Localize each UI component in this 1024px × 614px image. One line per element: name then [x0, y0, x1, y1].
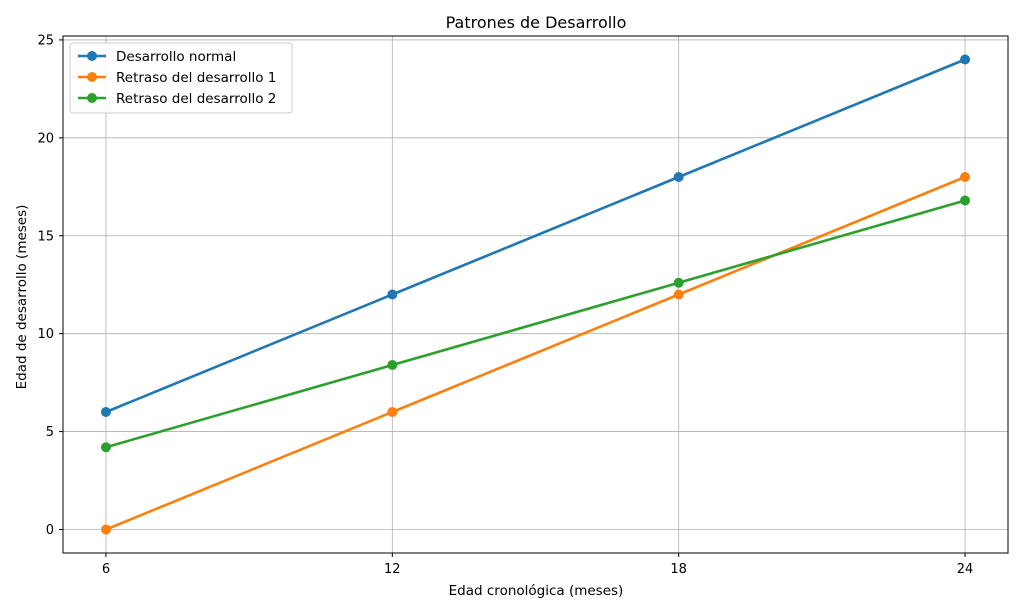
plot-frame — [62, 35, 1009, 554]
series-layer — [100, 54, 971, 535]
data-point — [960, 172, 971, 182]
data-point — [960, 54, 971, 65]
x-tick-label: 24 — [957, 562, 974, 577]
y-tick-label: 5 — [46, 425, 54, 440]
data-point — [100, 407, 111, 417]
chart-title: Patrones de Desarrollo — [446, 13, 627, 32]
y-axis-label: Edad de desarrollo (meses) — [14, 205, 30, 390]
x-axis-label: Edad cronológica (meses) — [449, 583, 624, 599]
data-point — [387, 289, 398, 300]
legend-entry: Retraso del desarrollo 1 — [78, 70, 276, 86]
axis-ticks: 6 12 18 24 0 5 10 15 20 25 — [37, 33, 973, 577]
legend-label: Desarrollo normal — [116, 49, 236, 65]
data-point — [673, 172, 684, 182]
series-1 — [100, 54, 971, 417]
data-point — [100, 442, 111, 453]
legend: Desarrollo normal Retraso del desarrollo … — [69, 42, 293, 114]
legend-marker — [87, 72, 97, 82]
series-line — [105, 175, 966, 531]
x-tick-label: 12 — [384, 562, 401, 577]
series-line — [105, 58, 966, 414]
y-tick-label: 15 — [37, 229, 54, 244]
y-tick-label: 20 — [37, 131, 54, 146]
y-tick-label: 10 — [37, 327, 54, 342]
legend-label: Retraso del desarrollo 1 — [116, 70, 276, 86]
y-tick-label: 0 — [46, 523, 54, 538]
data-point — [387, 407, 398, 417]
legend-entry: Desarrollo normal — [78, 49, 236, 65]
data-point — [673, 289, 684, 300]
data-point — [100, 524, 111, 535]
series-3 — [100, 195, 971, 453]
legend-label: Retraso del desarrollo 2 — [116, 91, 276, 107]
y-tick-label: 25 — [37, 33, 54, 48]
series-line — [105, 199, 966, 449]
data-point — [673, 277, 684, 288]
series-2 — [100, 172, 971, 535]
legend-entry: Retraso del desarrollo 2 — [78, 91, 276, 107]
legend-marker — [87, 93, 97, 103]
x-tick-label: 6 — [102, 562, 110, 577]
data-point — [960, 195, 971, 206]
x-tick-label: 18 — [670, 562, 687, 577]
data-point — [387, 360, 398, 370]
grid — [63, 36, 1008, 553]
legend-marker — [87, 51, 97, 61]
legend-box — [69, 42, 293, 114]
